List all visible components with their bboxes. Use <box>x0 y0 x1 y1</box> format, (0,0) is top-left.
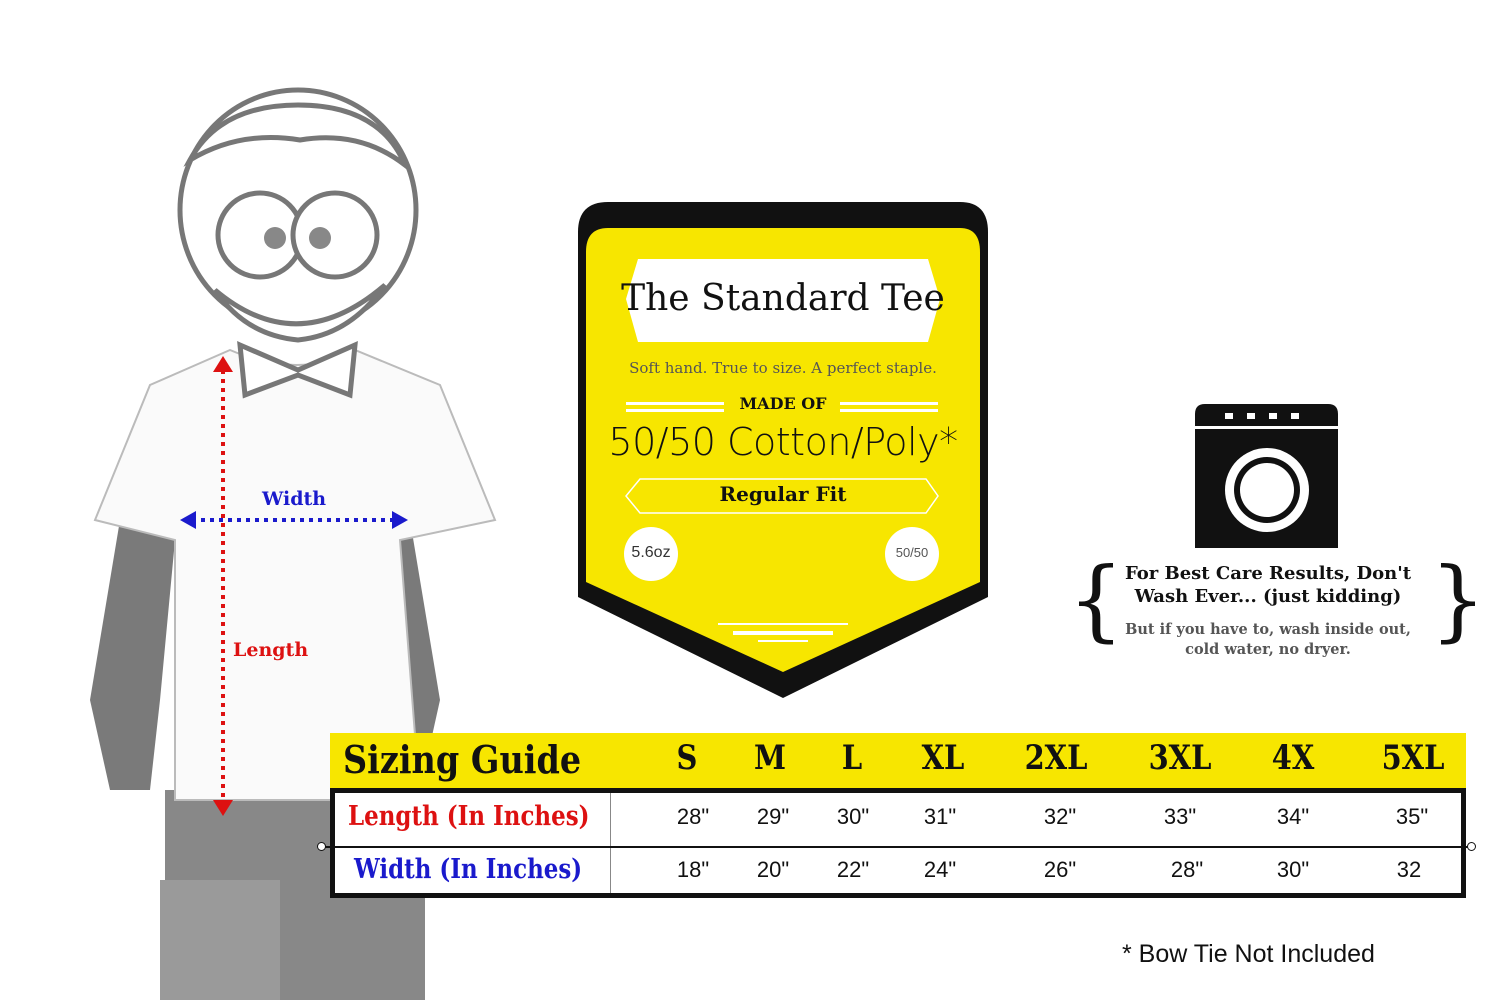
length-value: 35" <box>1395 804 1429 829</box>
product-badge <box>578 202 988 698</box>
washing-machine-icon <box>1195 404 1338 548</box>
left-brace: { <box>1068 548 1124 651</box>
length-value: 32" <box>1043 804 1077 829</box>
width-value: 28" <box>1170 857 1204 882</box>
width-value: 32 <box>1396 857 1422 882</box>
width-row-label: Width (In Inches) <box>354 854 583 885</box>
size-header: 5XL <box>1381 738 1445 778</box>
divider-end-dot <box>317 842 326 851</box>
width-value: 26" <box>1043 857 1077 882</box>
size-header: S <box>676 738 698 778</box>
width-value: 22" <box>836 857 870 882</box>
badge-tagline: Soft hand. True to size. A perfect stapl… <box>629 359 937 377</box>
row-divider <box>320 846 1470 848</box>
width-value: 30" <box>1276 857 1310 882</box>
length-value: 33" <box>1163 804 1197 829</box>
width-value: 18" <box>676 857 710 882</box>
length-row-label: Length (In Inches) <box>348 801 590 832</box>
length-value: 30" <box>836 804 870 829</box>
fit-text: Regular Fit <box>719 482 847 506</box>
width-value: 20" <box>756 857 790 882</box>
weight-seal: 5.6oz <box>631 544 671 561</box>
care-heading: For Best Care Results, Don't Wash Ever..… <box>1124 563 1412 607</box>
right-brace: } <box>1430 548 1486 651</box>
length-value: 31" <box>923 804 957 829</box>
divider-end-dot <box>1467 842 1476 851</box>
care-body: But if you have to, wash inside out, col… <box>1125 621 1411 658</box>
length-value: 28" <box>676 804 710 829</box>
width-value: 24" <box>923 857 957 882</box>
size-header: L <box>841 738 863 778</box>
length-label: Length <box>233 639 309 661</box>
size-header: 2XL <box>1024 738 1088 778</box>
width-label: Width <box>262 488 327 510</box>
size-header: 4X <box>1271 738 1315 778</box>
size-header: M <box>754 738 786 778</box>
size-header: 3XL <box>1148 738 1212 778</box>
size-header: XL <box>921 738 965 778</box>
length-value: 34" <box>1276 804 1310 829</box>
badge-title: The Standard Tee <box>621 278 945 319</box>
sizing-title: Sizing Guide <box>343 737 582 782</box>
sizing-header <box>330 733 1466 788</box>
made-of-label: MADE OF <box>739 394 827 413</box>
length-value: 29" <box>756 804 790 829</box>
blend-seal: 50/50 <box>895 545 929 560</box>
sizing-table <box>330 788 1466 898</box>
footnote: * Bow Tie Not Included <box>1122 940 1375 968</box>
column-divider <box>610 793 611 893</box>
material-text: 50/50 Cotton/Poly* <box>608 420 958 464</box>
